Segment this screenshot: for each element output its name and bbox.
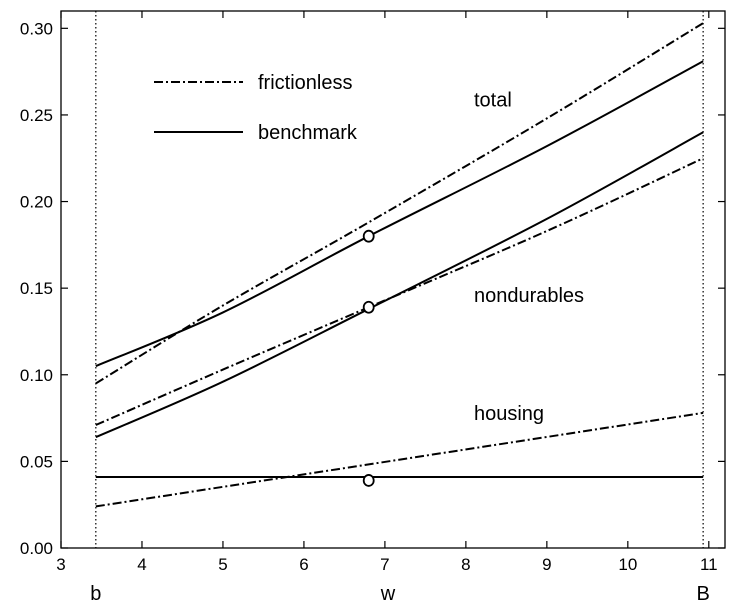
group-label-nondurables: nondurables bbox=[474, 285, 584, 307]
x-tick-label-1: 4 bbox=[137, 555, 146, 574]
series-lines bbox=[95, 22, 704, 508]
y-tick-label-5: 0.25 bbox=[20, 106, 53, 125]
bound-label-B: B bbox=[696, 583, 709, 603]
legend-label-benchmark: benchmark bbox=[258, 122, 358, 144]
series-nondurables-solid bbox=[95, 131, 704, 439]
plot-frame bbox=[60, 10, 726, 549]
y-tick-label-4: 0.20 bbox=[20, 193, 53, 212]
bound-label-b: b bbox=[90, 583, 101, 603]
series-total-solid bbox=[95, 60, 704, 368]
x-axis-label: w bbox=[380, 583, 396, 603]
labels: 3 4 5 6 7 8 9 10 11 0.00 0.05 0.10 0.15 0.20 0.25 0.30 b… bbox=[20, 19, 718, 603]
markers bbox=[362, 229, 375, 487]
y-tick-label-3: 0.15 bbox=[20, 279, 53, 298]
x-tick-label-5: 8 bbox=[461, 555, 470, 574]
series-housing-dashdot bbox=[95, 411, 704, 508]
x-tick-label-7: 10 bbox=[618, 555, 637, 574]
x-tick-label-6: 9 bbox=[542, 555, 551, 574]
plot-area bbox=[60, 10, 726, 549]
y-tick-label-6: 0.30 bbox=[20, 19, 53, 38]
x-tick-label-4: 7 bbox=[380, 555, 389, 574]
y-tick-label-1: 0.05 bbox=[20, 452, 53, 471]
x-tick-label-8: 11 bbox=[700, 555, 718, 574]
x-tick-label-2: 5 bbox=[218, 555, 227, 574]
marker-0 bbox=[362, 229, 375, 243]
y-tick-label-0: 0.00 bbox=[20, 539, 53, 558]
legend-label-frictionless: frictionless bbox=[258, 72, 352, 94]
x-tick-label-0: 3 bbox=[56, 555, 65, 574]
y-tick-label-2: 0.10 bbox=[20, 366, 53, 385]
marker-1 bbox=[362, 300, 375, 314]
x-tick-label-3: 6 bbox=[299, 555, 308, 574]
group-label-total: total bbox=[474, 89, 512, 111]
group-label-housing: housing bbox=[474, 403, 544, 425]
series-nondurables-dashdot bbox=[95, 157, 704, 426]
marker-2 bbox=[362, 474, 375, 487]
